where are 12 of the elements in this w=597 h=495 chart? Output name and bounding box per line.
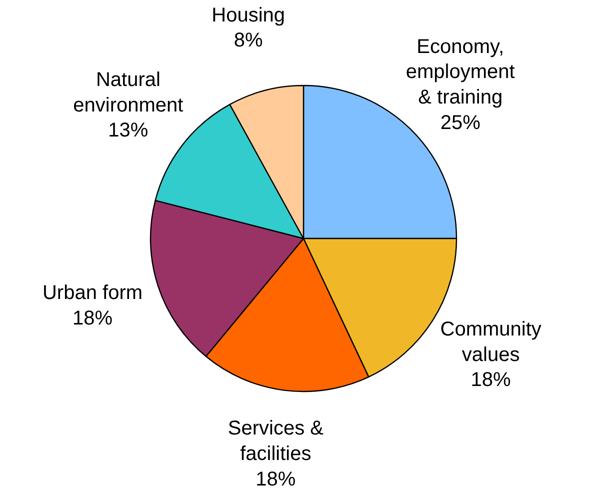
- slice-label: Economy, employment & training: [406, 36, 516, 109]
- data-label: 18%: [72, 307, 113, 330]
- slice-label: Community values: [440, 318, 542, 366]
- slice-label: Natural environment: [73, 69, 184, 116]
- slice-label: Housing: [212, 4, 286, 26]
- data-label: 13%: [108, 120, 148, 142]
- data-label: 25%: [440, 112, 481, 134]
- data-label: 18%: [256, 468, 296, 490]
- data-label: 18%: [470, 369, 512, 392]
- data-label: 8%: [234, 30, 263, 52]
- slice-label: Services & facilities: [228, 418, 324, 466]
- slice-label: Urban form: [42, 282, 143, 304]
